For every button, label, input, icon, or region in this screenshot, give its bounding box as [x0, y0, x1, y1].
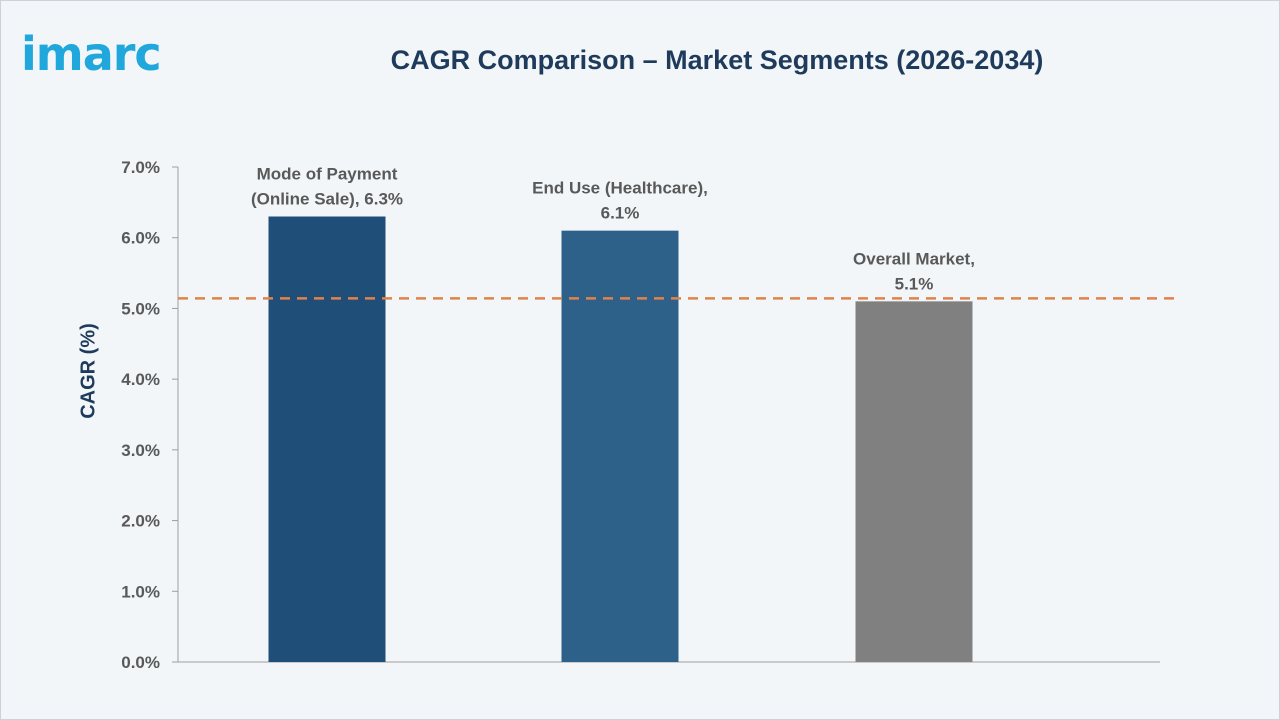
bar-2 [561, 230, 679, 662]
bar-3-data-label: 5.1% [895, 274, 934, 293]
bar-3 [855, 301, 973, 662]
bar-2-data-label: End Use (Healthcare), [532, 179, 708, 198]
chart-title: CAGR Comparison – Market Segments (2026-… [390, 45, 1044, 75]
bar-1 [268, 216, 386, 662]
bar-1-data-label: Mode of Payment [257, 165, 398, 184]
y-tick-label: 0.0% [121, 653, 160, 672]
imarc-logo: imarc [21, 27, 162, 81]
y-tick-label: 1.0% [121, 582, 160, 601]
y-tick-label: 4.0% [121, 370, 160, 389]
bar-1-data-label: (Online Sale), 6.3% [251, 190, 403, 209]
bar-3-data-label: Overall Market, [853, 249, 975, 268]
y-tick-label: 7.0% [121, 158, 160, 177]
y-tick-label: 6.0% [121, 229, 160, 248]
y-tick-label: 3.0% [121, 441, 160, 460]
y-tick-label: 5.0% [121, 299, 160, 318]
y-tick-label: 2.0% [121, 512, 160, 531]
bar-2-data-label: 6.1% [601, 204, 640, 223]
